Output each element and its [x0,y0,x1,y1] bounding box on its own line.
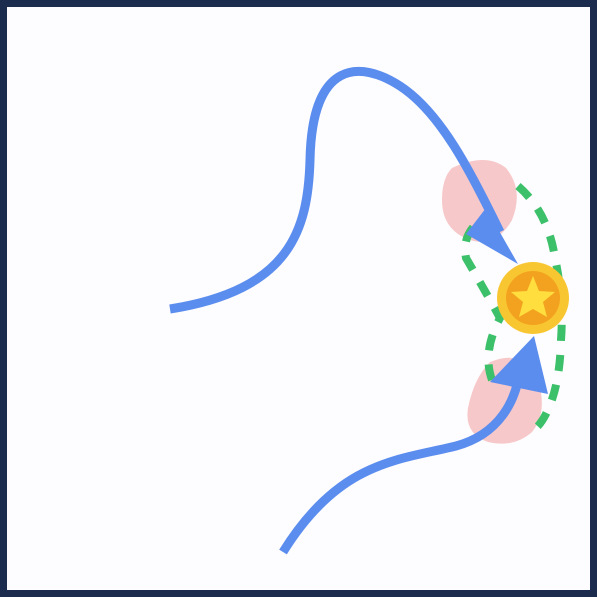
star-coin-icon[interactable] [497,262,569,334]
arrow-head-icon [490,336,548,394]
arrow-head-icon [466,208,518,264]
path-line-upper [169,66,505,314]
star-icon [511,276,555,317]
path-line-lower [279,369,525,555]
goal-zone-outline [461,182,566,436]
